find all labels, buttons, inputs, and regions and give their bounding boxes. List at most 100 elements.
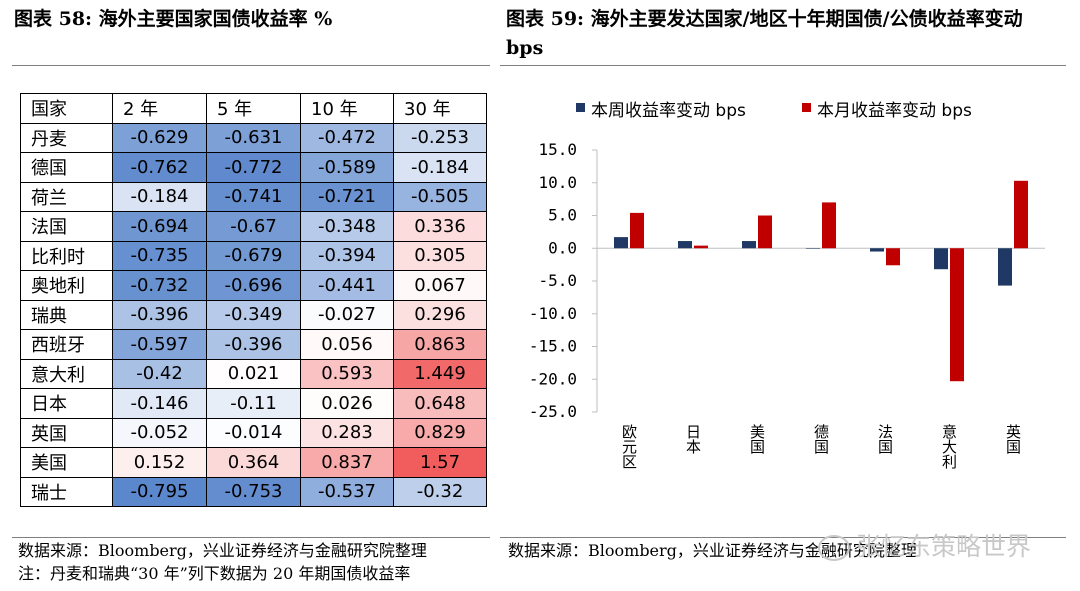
table-row: 奥地利 -0.732 -0.696 -0.441 0.067 — [20, 270, 487, 301]
yield-cell: -0.184 — [112, 181, 207, 212]
yield-cell: -0.027 — [300, 299, 394, 330]
country-cell: 瑞士 — [20, 476, 113, 507]
yield-cell: 0.067 — [393, 270, 487, 301]
wechat-icon — [818, 535, 850, 561]
category-label: 日本 — [684, 424, 702, 454]
y-tick-label: -10.0 — [529, 304, 577, 323]
yield-cell: -0.014 — [206, 417, 301, 448]
yield-cell: -0.441 — [300, 270, 394, 301]
yield-cell: -0.732 — [112, 270, 207, 301]
yield-cell: 0.829 — [393, 417, 487, 448]
right-panel-title: 图表 59: 海外主要发达国家/地区十年期国债/公债收益率变动 bps — [506, 8, 1023, 59]
country-cell: 荷兰 — [20, 181, 113, 212]
country-cell: 奥地利 — [20, 270, 113, 301]
yield-cell: -0.696 — [206, 270, 301, 301]
yield-cell: -0.505 — [393, 181, 487, 212]
yield-cell: -0.67 — [206, 211, 301, 242]
yield-cell: -0.184 — [393, 152, 487, 183]
right-bottom-divider — [500, 537, 1066, 538]
bar-week — [614, 237, 628, 249]
left-panel-title: 图表 58: 海外主要国家国债收益率 % — [14, 8, 333, 30]
country-cell: 日本 — [20, 388, 113, 419]
table-row: 丹麦 -0.629 -0.631 -0.472 -0.253 — [20, 122, 487, 153]
yield-cell: -0.537 — [300, 476, 394, 507]
bar-month — [1014, 180, 1028, 249]
yield-cell: -0.42 — [112, 358, 207, 389]
yield-cell: -0.394 — [300, 240, 394, 271]
table-row: 荷兰 -0.184 -0.741 -0.721 -0.505 — [20, 181, 487, 212]
yield-cell: 1.449 — [393, 358, 487, 389]
bar-month — [694, 245, 708, 249]
table-row: 法国 -0.694 -0.67 -0.348 0.336 — [20, 211, 487, 242]
country-cell: 法国 — [20, 211, 113, 242]
table-row: 瑞典 -0.396 -0.349 -0.027 0.296 — [20, 299, 487, 330]
chart-bars — [614, 180, 1028, 382]
yield-cell: -0.629 — [112, 122, 207, 153]
legend-label: 本周收益率变动 bps — [591, 101, 746, 121]
bar-month — [886, 248, 900, 266]
yield-cell: -0.679 — [206, 240, 301, 271]
yield-cell: -0.052 — [112, 417, 207, 448]
left-footnote: 注：丹麦和瑞典“30 年”列下数据为 20 年期国债收益率 — [18, 564, 411, 583]
country-cell: 瑞典 — [20, 299, 113, 330]
yield-cell: -0.772 — [206, 152, 301, 183]
yield-cell: -0.589 — [300, 152, 394, 183]
yield-cell: -0.721 — [300, 181, 394, 212]
table-row: 瑞士 -0.795 -0.753 -0.537 -0.32 — [20, 476, 487, 507]
yield-cell: 0.648 — [393, 388, 487, 419]
yield-cell: -0.694 — [112, 211, 207, 242]
yield-cell: -0.349 — [206, 299, 301, 330]
table-row: 德国 -0.762 -0.772 -0.589 -0.184 — [20, 152, 487, 183]
bar-week — [934, 248, 948, 270]
table-row: 比利时 -0.735 -0.679 -0.394 0.305 — [20, 240, 487, 271]
header-30y: 30 年 — [393, 93, 487, 124]
watermark: 张忆东策略世界 — [818, 527, 1031, 563]
yield-cell: -0.32 — [393, 476, 487, 507]
yield-cell: 1.57 — [393, 447, 487, 478]
yield-cell: -0.741 — [206, 181, 301, 212]
y-tick-label: -15.0 — [529, 337, 577, 356]
yield-cell: -0.11 — [206, 388, 301, 419]
y-tick-label: 10.0 — [538, 173, 577, 192]
yield-cell: -0.631 — [206, 122, 301, 153]
y-tick-label: 15.0 — [538, 140, 577, 159]
table-row: 美国 0.152 0.364 0.837 1.57 — [20, 447, 487, 478]
table-row: 意大利 -0.42 0.021 0.593 1.449 — [20, 358, 487, 389]
country-cell: 丹麦 — [20, 122, 113, 153]
right-source-note: 数据来源：Bloomberg，兴业证券经济与金融研究院整理 — [508, 541, 917, 560]
yield-cell: 0.283 — [300, 417, 394, 448]
country-cell: 西班牙 — [20, 329, 113, 360]
y-tick-label: -25.0 — [529, 402, 577, 421]
yield-cell: 0.837 — [300, 447, 394, 478]
left-source-note: 数据来源：Bloomberg，兴业证券经济与金融研究院整理 — [18, 541, 427, 560]
yield-cell: 0.296 — [393, 299, 487, 330]
yield-cell: -0.146 — [112, 388, 207, 419]
chart-category-labels: 欧元区 日本 美国 德国 法国 意大利 英国 — [620, 423, 1022, 469]
yield-cell: 0.863 — [393, 329, 487, 360]
y-tick-label: -5.0 — [538, 271, 577, 290]
chart-axes: 15.0 10.0 5.0 0.0 -5.0 -10.0 -15.0 -20.0 -25.0 — [529, 140, 1045, 421]
bar-week — [678, 241, 692, 249]
yield-cell: -0.762 — [112, 152, 207, 183]
bar-month — [822, 202, 836, 249]
yield-table: 国家 2 年 5 年 10 年 30 年 丹麦 -0.629 -0.631 -0.47… — [20, 93, 487, 507]
category-label: 法国 — [876, 424, 894, 454]
yield-cell: -0.597 — [112, 329, 207, 360]
yield-cell: 0.152 — [112, 447, 207, 478]
yield-cell: -0.735 — [112, 240, 207, 271]
table-row: 西班牙 -0.597 -0.396 0.056 0.863 — [20, 329, 487, 360]
bar-week — [998, 248, 1012, 286]
right-top-divider — [500, 65, 1066, 66]
left-top-divider — [12, 65, 490, 66]
table-row: 英国 -0.052 -0.014 0.283 0.829 — [20, 417, 487, 448]
yield-cell: -0.396 — [112, 299, 207, 330]
bar-month — [950, 248, 964, 382]
yield-cell: 0.026 — [300, 388, 394, 419]
watermark-text: 张忆东策略世界 — [856, 532, 1032, 561]
category-label: 欧元区 — [620, 424, 638, 469]
y-tick-label: -20.0 — [529, 369, 577, 388]
country-cell: 意大利 — [20, 358, 113, 389]
country-cell: 美国 — [20, 447, 113, 478]
left-bottom-divider — [12, 537, 490, 538]
bar-week — [806, 248, 820, 249]
